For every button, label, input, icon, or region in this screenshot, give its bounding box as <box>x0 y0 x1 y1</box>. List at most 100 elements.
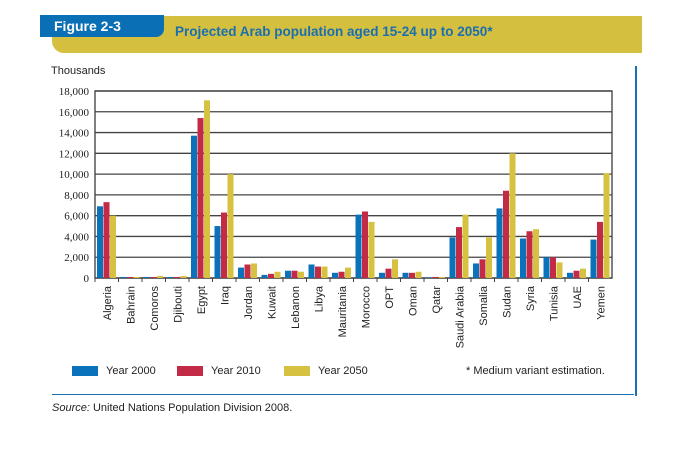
bar-algeria-2000 <box>97 206 103 278</box>
x-tick-label: Lebanon <box>290 286 302 329</box>
bar-libya-2050 <box>321 266 328 278</box>
bar-morocco-2010 <box>362 211 368 278</box>
y-tick-label: 14,000 <box>59 128 90 140</box>
y-tick-label: 12,000 <box>59 148 90 160</box>
x-tick-label: Mauritania <box>337 285 349 337</box>
bar-bahrain-2010 <box>127 276 133 278</box>
x-tick-label: Oman <box>407 286 419 316</box>
bar-syria-2000 <box>520 238 526 278</box>
bar-kuwait-2000 <box>261 274 268 278</box>
figure-label: Figure 2-3 <box>40 15 164 37</box>
bar-lebanon-2010 <box>291 270 298 278</box>
bar-algeria-2050 <box>110 215 116 278</box>
x-tick-label: Sudan <box>501 286 513 318</box>
bar-saudi-arabia-2050 <box>462 214 469 278</box>
bar-uae-2010 <box>573 270 580 278</box>
x-tick-label: OPT <box>384 286 396 309</box>
bar-syria-2050 <box>533 229 539 278</box>
x-tick-label: Comoros <box>149 286 161 331</box>
bar-libya-2000 <box>308 264 315 278</box>
bar-iraq-2050 <box>227 174 234 278</box>
bar-jordan-2050 <box>251 263 257 278</box>
x-tick-label: Kuwait <box>266 286 278 319</box>
legend-item-2010: Year 2010 <box>177 365 261 377</box>
divider <box>52 394 634 395</box>
x-tick-label: Djibouti <box>172 286 184 323</box>
x-tick-label: Iraq <box>219 286 231 305</box>
bar-sudan-2000 <box>496 208 503 278</box>
bar-oman-2000 <box>402 272 409 278</box>
bar-comoros-2010 <box>150 276 157 278</box>
bar-iraq-2010 <box>221 212 227 278</box>
legend-swatch <box>72 366 98 376</box>
bar-opt-2050 <box>392 259 398 278</box>
legend-item-2000: Year 2000 <box>72 365 156 377</box>
y-tick-label: 18,000 <box>59 86 90 98</box>
bar-uae-2050 <box>580 268 586 278</box>
bar-tunisia-2000 <box>543 257 550 278</box>
x-tick-label: Saudi Arabia <box>454 285 466 348</box>
source-label: Source: <box>52 402 90 414</box>
bar-bahrain-2000 <box>120 276 127 278</box>
right-border <box>635 66 637 396</box>
bar-kuwait-2050 <box>274 271 281 278</box>
bar-kuwait-2010 <box>268 273 274 278</box>
bar-qatar-2050 <box>439 276 445 278</box>
x-tick-label: Syria <box>525 285 537 311</box>
bar-oman-2050 <box>415 271 422 278</box>
bar-mauritania-2010 <box>338 271 345 278</box>
bar-jordan-2010 <box>244 264 251 278</box>
bar-djibouti-2000 <box>167 276 174 278</box>
legend-swatch <box>177 366 203 376</box>
x-tick-label: Somalia <box>478 285 490 326</box>
x-tick-label: Egypt <box>196 286 208 314</box>
x-tick-label: Bahrain <box>125 286 137 324</box>
bar-lebanon-2000 <box>285 270 291 278</box>
x-tick-label: Libya <box>313 285 325 312</box>
bar-yemen-2050 <box>603 173 610 278</box>
bar-egypt-2010 <box>197 118 204 278</box>
bar-somalia-2000 <box>473 263 479 278</box>
bar-yemen-2010 <box>597 221 603 278</box>
bar-tunisia-2050 <box>556 262 563 278</box>
bar-saudi-arabia-2010 <box>456 227 462 278</box>
x-tick-label: Morocco <box>360 286 372 328</box>
bar-iraq-2000 <box>214 226 221 278</box>
bar-algeria-2010 <box>103 202 110 278</box>
x-tick-label: Yemen <box>595 286 607 320</box>
y-tick-label: 8,000 <box>64 190 89 202</box>
y-tick-label: 10,000 <box>59 169 90 181</box>
bar-sudan-2050 <box>509 153 516 278</box>
bar-somalia-2050 <box>486 237 492 278</box>
bar-somalia-2010 <box>479 259 486 278</box>
bar-libya-2010 <box>315 266 321 278</box>
legend-label: Year 2000 <box>106 365 156 377</box>
bar-jordan-2000 <box>238 267 244 278</box>
source-text: United Nations Population Division 2008. <box>89 402 293 414</box>
source-line: Source: United Nations Population Divisi… <box>52 402 292 414</box>
x-tick-label: Algeria <box>102 285 114 320</box>
bar-sudan-2010 <box>503 190 509 278</box>
x-tick-label: Qatar <box>431 286 443 314</box>
bar-comoros-2000 <box>144 276 150 278</box>
footnote: * Medium variant estimation. <box>466 365 605 377</box>
bar-qatar-2010 <box>432 276 439 278</box>
bar-comoros-2050 <box>157 275 163 278</box>
bar-mauritania-2050 <box>345 267 351 278</box>
bar-syria-2010 <box>526 231 533 278</box>
chart-title: Projected Arab population aged 15-24 up … <box>175 24 493 39</box>
y-tick-label: 2,000 <box>64 252 89 264</box>
legend-label: Year 2050 <box>318 365 368 377</box>
x-tick-label: UAE <box>572 286 584 309</box>
bar-morocco-2000 <box>355 214 362 278</box>
x-tick-label: Tunisia <box>548 285 560 321</box>
legend-swatch <box>284 366 310 376</box>
bar-bahrain-2050 <box>133 276 140 278</box>
bar-qatar-2000 <box>426 277 432 278</box>
bar-tunisia-2010 <box>550 257 556 278</box>
bar-opt-2010 <box>385 268 392 278</box>
bar-djibouti-2050 <box>180 275 187 278</box>
bar-opt-2000 <box>379 272 385 278</box>
bar-mauritania-2000 <box>332 272 338 278</box>
bar-lebanon-2050 <box>298 271 304 278</box>
